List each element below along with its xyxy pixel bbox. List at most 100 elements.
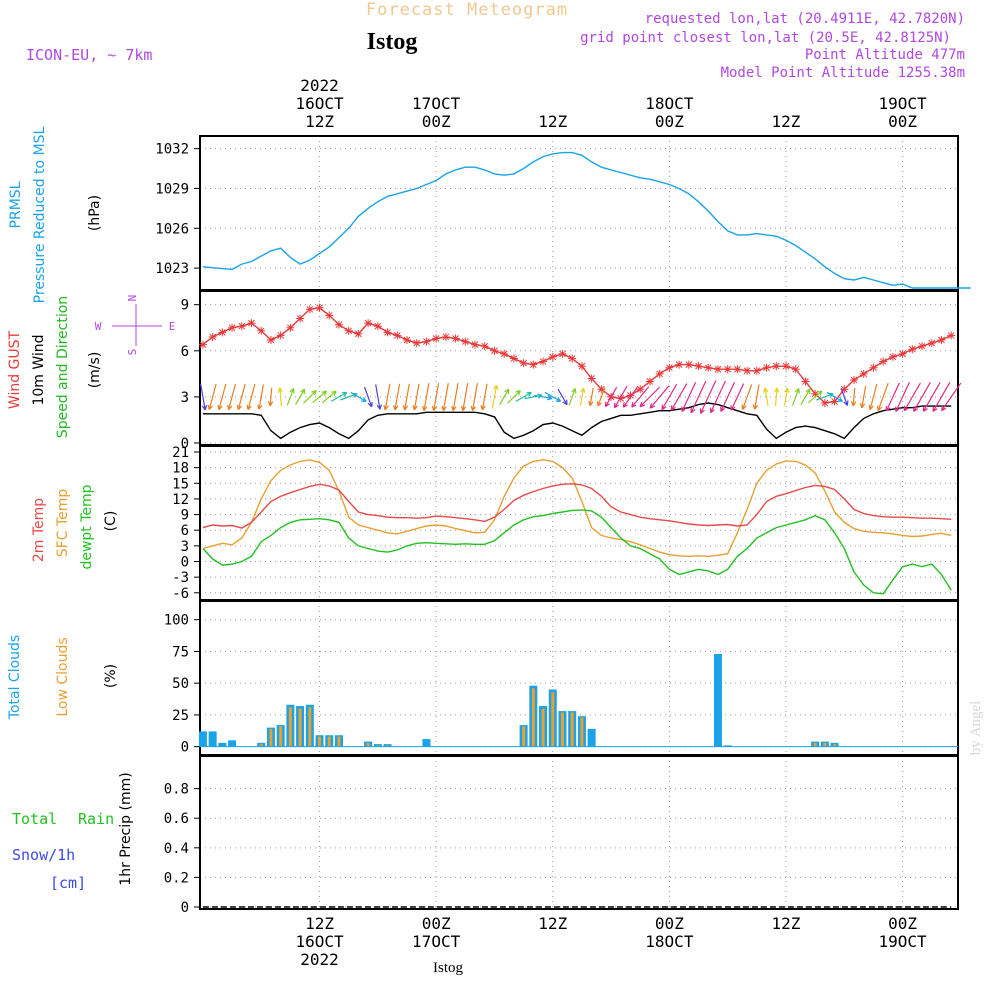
prmsl-label: PRMSL — [8, 181, 24, 228]
wind-arrow — [557, 388, 568, 406]
wind-arrow — [568, 387, 577, 406]
low-cloud-bar — [813, 742, 817, 747]
wind-arrow — [470, 382, 478, 412]
wind-arrow — [441, 382, 449, 412]
product-title: Forecast Meteogram — [366, 0, 568, 20]
wind-panel: 0 3 6 9 — [181, 290, 959, 452]
y-tick-label: -3 — [172, 570, 189, 586]
total-cloud-bar — [208, 731, 217, 747]
gust-marker — [305, 305, 314, 314]
gust-marker — [383, 328, 392, 337]
gust-marker — [247, 319, 256, 328]
gust-marker — [354, 329, 363, 338]
top-time-label: 12Z — [772, 112, 801, 131]
y-tick-label: 0 — [181, 900, 189, 916]
y-tick-label: 1029 — [155, 181, 189, 197]
wind-arrow — [267, 387, 274, 407]
top-time-label: 18OCT — [645, 94, 694, 113]
low-cloud-bar — [366, 742, 370, 747]
y-tick-label: 3 — [181, 390, 189, 406]
top-time-label: 17OCT — [412, 94, 461, 113]
y-tick-label: 0.8 — [164, 782, 189, 798]
low-cloud-bar — [288, 707, 292, 747]
wind-arrow — [922, 382, 941, 412]
top-time-label: 12Z — [538, 112, 567, 131]
bottom-time-label: 18OCT — [645, 932, 694, 951]
gust-marker — [529, 360, 538, 369]
wind-arrow — [207, 383, 217, 411]
wind-arrow — [491, 384, 499, 409]
wind-arrow — [773, 387, 780, 406]
watermark: by Angel — [968, 701, 984, 756]
total-cloud-bar — [713, 653, 722, 747]
wind-arrow — [246, 383, 256, 411]
wind-arrow — [752, 384, 760, 410]
pressure-panel: 1023 1026 1029 1032 — [155, 135, 959, 291]
wind-arrow — [859, 385, 867, 409]
bottom-time-label: 12Z — [772, 914, 801, 933]
wind-arrow — [544, 391, 562, 402]
wind-arrow — [579, 387, 586, 406]
wind-arrow — [460, 382, 469, 412]
wind-arrow — [807, 390, 823, 404]
precip-cm-label: [cm] — [50, 874, 86, 892]
wind-arrow — [649, 385, 670, 409]
compass-n: N — [126, 295, 139, 302]
gust-marker — [636, 385, 645, 394]
y-tick-label: 0.6 — [164, 811, 189, 827]
low-clouds-label: Low Clouds — [55, 637, 71, 716]
wind-arrow — [826, 391, 843, 402]
wind-10m-line — [202, 402, 952, 440]
gust-marker — [752, 366, 761, 375]
low-cloud-bar — [308, 707, 312, 747]
model-point-altitude: Model Point Altitude 1255.38m — [721, 65, 965, 81]
wind-arrow — [302, 389, 317, 404]
gust-marker — [772, 362, 781, 371]
gust-marker — [704, 363, 713, 372]
y-tick-label: 1032 — [155, 142, 189, 158]
requested-location: requested lon,lat (20.4911E, 42.7820N) — [645, 11, 965, 27]
precip-snow-label: Snow/1h — [12, 846, 75, 864]
wind-arrow — [868, 383, 878, 411]
total-cloud-bar — [198, 731, 207, 747]
total-cloud-bar — [373, 744, 382, 747]
low-cloud-bar — [551, 692, 555, 747]
y-tick-label: 12 — [172, 492, 189, 508]
wind-gust-label: Wind GUST — [7, 330, 23, 409]
wind-arrow — [227, 383, 237, 411]
pressure-frame — [199, 135, 959, 291]
wind-arrow — [277, 387, 283, 406]
precip-rain-label: Rain — [78, 810, 114, 828]
y-tick-label: 21 — [172, 445, 189, 461]
bottom-time-label: 19OCT — [879, 932, 928, 951]
wind-arrow — [631, 386, 650, 408]
y-tick-label: 9 — [181, 508, 189, 524]
gust-marker — [344, 326, 353, 335]
gust-marker — [539, 357, 548, 366]
hpa-unit-label: (hPa) — [87, 195, 103, 231]
wind-arrow — [422, 382, 430, 412]
wind-arrow — [903, 382, 921, 412]
wind-arrow — [661, 383, 678, 411]
panels-layer: 10231026102910320369-6-30369121518210255… — [7, 126, 971, 916]
wind-arrow — [681, 382, 697, 412]
wind-arrow — [236, 383, 246, 411]
wind-arrow — [393, 383, 401, 411]
gust-marker — [665, 363, 674, 372]
gridpoint-location: grid point closest lon,lat (20.5E, 42.81… — [580, 30, 951, 46]
bottom-time-label: 12Z — [305, 914, 334, 933]
pressure-reduced-label: Pressure Reduced to MSL — [32, 126, 48, 303]
temp-2m-label: 2m Temp — [31, 498, 47, 562]
wind-arrow — [840, 388, 849, 406]
bottom-time-label: 00Z — [655, 914, 684, 933]
wind-arrow — [322, 390, 337, 404]
wind-gust-line — [202, 307, 952, 404]
low-cloud-bar — [298, 708, 302, 747]
gust-marker — [937, 336, 946, 345]
top-time-label: 16OCT — [295, 94, 344, 113]
precip-unit-label: 1hr Precip (mm) — [118, 772, 134, 885]
gust-marker — [918, 342, 927, 351]
total-cloud-bar — [587, 728, 596, 747]
footer-station: Istog — [433, 960, 464, 976]
